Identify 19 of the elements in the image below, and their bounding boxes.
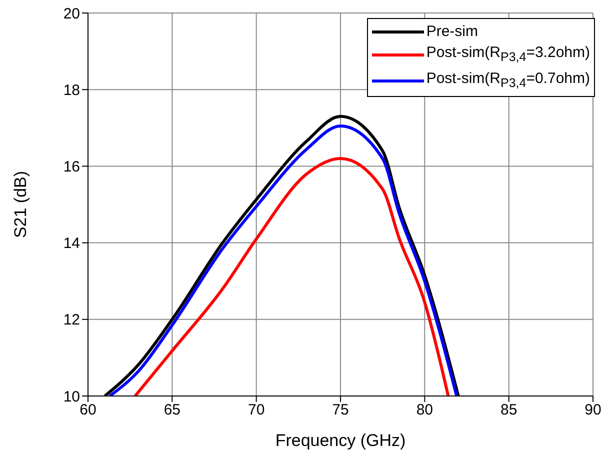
x-axis-title: Frequency (GHz): [275, 431, 406, 450]
y-axis-title: S21 (dB): [11, 170, 30, 238]
y-tick-label: 18: [63, 82, 80, 99]
x-tick-label: 90: [584, 402, 602, 419]
x-tick-label: 80: [416, 402, 434, 419]
legend-label: Pre-sim: [426, 22, 478, 42]
legend-label: Post-sim(R$_{P3,4}$=3.2ohm): [426, 43, 590, 66]
y-tick-label: 12: [63, 312, 80, 329]
x-tick-label: 65: [164, 402, 181, 419]
y-tick-label: 16: [63, 158, 80, 176]
y-tick-label: 14: [63, 235, 80, 252]
line-series: [134, 157, 450, 396]
legend-label: Post-sim(R$_{P3,4}$=0.7ohm): [426, 69, 590, 92]
x-tick-label: 70: [248, 402, 265, 419]
x-tick-label: 85: [500, 402, 518, 419]
x-tick-label: 60: [80, 402, 96, 419]
x-tick-label: 75: [332, 402, 349, 419]
y-tick-label: 20: [63, 5, 80, 22]
y-tick-label: 10: [63, 388, 80, 406]
